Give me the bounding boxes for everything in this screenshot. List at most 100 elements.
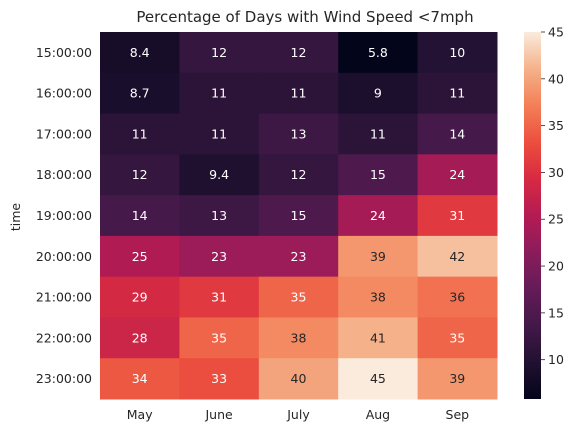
heatmap-cell [338, 195, 419, 237]
heatmap-cell [417, 154, 498, 196]
heatmap-cell-value: 9 [374, 86, 382, 101]
heatmap-cell [179, 358, 260, 400]
heatmap-cell [100, 72, 180, 115]
heatmap-cell-value: 11 [132, 126, 148, 141]
x-tick-label: May [127, 407, 153, 422]
x-axis-tick-labels: May June July Aug Sep [127, 407, 469, 422]
heatmap-cell-value: 38 [370, 290, 386, 305]
x-tick-label: Aug [366, 407, 390, 422]
chart-title: Percentage of Days with Wind Speed <7mph [136, 8, 473, 26]
y-tick-label: 20:00:00 [36, 249, 92, 264]
heatmap-cell-value: 12 [291, 167, 307, 182]
heatmap-cell [100, 276, 180, 318]
heatmap-cell-value: 13 [291, 126, 307, 141]
heatmap-cell-value: 33 [211, 371, 227, 386]
heatmap-cell-labels: 8.4 12 12 5.8 10 8.7 11 11 9 11 11 11 13 11 14 12 9.4 12 1… [130, 45, 466, 386]
heatmap-cell [258, 32, 339, 74]
heatmap-cell-value: 34 [132, 371, 148, 386]
colorbar-tick-label: 35 [548, 118, 564, 133]
heatmap-cell-value: 42 [449, 249, 465, 264]
heatmap-cell [100, 154, 180, 196]
colorbar-tick-label: 45 [548, 25, 564, 40]
y-tick-label: 23:00:00 [36, 371, 92, 386]
y-tick-label: 21:00:00 [36, 290, 92, 305]
heatmap-cell-value: 15 [291, 208, 307, 223]
heatmap-cell-value: 35 [291, 290, 307, 305]
heatmap-cell-value: 23 [291, 249, 307, 264]
heatmap-cell [258, 113, 339, 155]
heatmap-cell [338, 154, 419, 196]
heatmap-cell-value: 36 [449, 290, 465, 305]
heatmap-cell [417, 113, 498, 155]
y-axis-label: time [8, 203, 23, 232]
heatmap-cell-value: 11 [370, 126, 386, 141]
heatmap-cell-value: 35 [211, 330, 227, 345]
colorbar-tick-label: 10 [548, 352, 564, 367]
heatmap-cell [258, 235, 339, 278]
heatmap-cell [179, 317, 260, 359]
heatmap-cell [100, 235, 180, 278]
heatmap-cell [417, 358, 498, 400]
heatmap-cell-value: 14 [132, 208, 148, 223]
heatmap-cell [338, 358, 419, 400]
heatmap-cell-value: 35 [449, 330, 465, 345]
heatmap-cell [179, 235, 260, 278]
heatmap-cell-value: 24 [449, 167, 465, 182]
x-tick-label: July [286, 407, 310, 422]
heatmap-cell-value: 23 [211, 249, 227, 264]
heatmap-cell-value: 24 [370, 208, 386, 223]
heatmap-cell [258, 195, 339, 237]
heatmap-cell [258, 154, 339, 196]
heatmap-cell [100, 195, 180, 237]
heatmap-cell [338, 113, 419, 155]
heatmap-cell-value: 38 [291, 330, 307, 345]
heatmap-cell [417, 72, 498, 115]
colorbar-tick-labels: 10 15 20 25 30 35 40 45 [541, 25, 564, 367]
heatmap-cell [100, 317, 180, 359]
heatmap-cell [258, 358, 339, 400]
heatmap-cell [179, 195, 260, 237]
colorbar-tick-label: 25 [548, 212, 564, 227]
x-tick-label: June [204, 407, 233, 422]
colorbar-tick-label: 30 [548, 165, 564, 180]
y-tick-label: 18:00:00 [36, 167, 92, 182]
heatmap-cell-value: 41 [370, 330, 386, 345]
heatmap-cell-value: 11 [291, 86, 307, 101]
heatmap-cell-value: 31 [211, 290, 227, 305]
heatmap-cell [417, 32, 498, 74]
heatmap-cell [258, 317, 339, 359]
heatmap-cell [338, 235, 419, 278]
heatmap-cell-value: 9.4 [209, 167, 229, 182]
y-tick-label: 15:00:00 [36, 45, 92, 60]
heatmap-cell [417, 235, 498, 278]
heatmap-cell [100, 358, 180, 400]
heatmap-cell [417, 317, 498, 359]
heatmap-cell-value: 29 [132, 290, 148, 305]
heatmap-cell [179, 154, 260, 196]
heatmap-cell-value: 12 [291, 45, 307, 60]
colorbar [524, 32, 541, 399]
colorbar-tick-label: 15 [548, 305, 564, 320]
heatmap-cell-value: 31 [449, 208, 465, 223]
heatmap-cell [338, 72, 419, 115]
heatmap-cell-value: 45 [370, 371, 386, 386]
y-tick-label: 16:00:00 [36, 86, 92, 101]
heatmap-cell [338, 32, 419, 74]
heatmap-cell-value: 11 [211, 86, 227, 101]
heatmap-cell-value: 12 [132, 167, 148, 182]
heatmap-cell-value: 14 [449, 126, 465, 141]
heatmap-cell-value: 39 [449, 371, 465, 386]
heatmap-cell [338, 276, 419, 318]
heatmap-cell-value: 12 [211, 45, 227, 60]
y-tick-label: 17:00:00 [36, 126, 92, 141]
colorbar-tick-label: 20 [548, 259, 564, 274]
heatmap-cell-value: 10 [449, 45, 465, 60]
heatmap-cell-value: 8.7 [130, 86, 150, 101]
heatmap-cell-value: 5.8 [368, 45, 388, 60]
heatmap-cell-value: 15 [370, 167, 386, 182]
heatmap-cell-value: 28 [132, 330, 148, 345]
heatmap-cell [100, 113, 180, 155]
y-axis-tick-labels: 15:00:00 16:00:00 17:00:00 18:00:00 19:00:00… [36, 45, 92, 386]
heatmap-cells [100, 32, 498, 400]
